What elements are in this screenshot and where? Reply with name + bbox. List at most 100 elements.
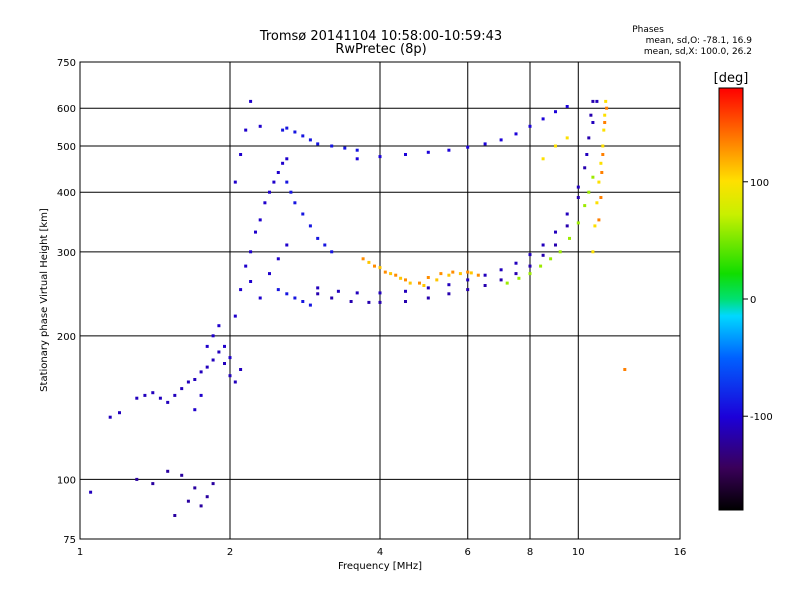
data-point xyxy=(514,132,518,136)
data-point xyxy=(349,300,353,303)
data-point xyxy=(585,153,589,156)
chart-subtitle: RwPretec (8p) xyxy=(335,42,426,57)
data-point xyxy=(591,99,595,103)
data-point xyxy=(135,396,139,400)
data-point xyxy=(308,303,312,307)
data-point xyxy=(249,250,253,254)
data-point xyxy=(383,270,387,274)
data-point xyxy=(308,138,312,142)
data-point xyxy=(447,283,451,287)
data-point xyxy=(435,278,439,282)
data-point xyxy=(595,201,599,205)
data-point xyxy=(541,117,545,121)
data-point xyxy=(323,243,327,247)
data-point xyxy=(426,276,430,279)
data-point xyxy=(285,180,289,184)
data-point xyxy=(301,300,305,303)
data-point xyxy=(528,264,532,268)
data-point xyxy=(199,393,203,397)
data-point xyxy=(233,314,237,318)
data-point xyxy=(355,148,359,152)
data-point xyxy=(399,276,403,280)
data-point xyxy=(605,106,609,110)
data-point xyxy=(151,391,155,395)
data-point xyxy=(517,276,521,280)
data-point xyxy=(276,171,280,174)
data-point xyxy=(239,153,243,156)
colorbar-tick-label: 0 xyxy=(750,295,756,306)
data-point xyxy=(514,272,518,276)
data-point xyxy=(447,292,451,296)
data-point xyxy=(239,288,243,292)
data-point xyxy=(268,272,271,276)
data-point xyxy=(568,236,571,240)
data-point xyxy=(466,270,470,274)
y-tick-label: 75 xyxy=(63,535,76,546)
y-tick-label: 750 xyxy=(57,58,76,69)
data-point xyxy=(285,292,289,296)
data-point xyxy=(308,224,312,228)
data-point xyxy=(404,278,407,282)
data-point xyxy=(604,99,608,103)
data-point xyxy=(228,374,232,378)
data-point xyxy=(249,99,253,103)
data-point xyxy=(293,130,297,134)
data-point xyxy=(554,144,557,148)
y-tick-label: 200 xyxy=(57,332,76,343)
data-point xyxy=(528,253,532,257)
data-point xyxy=(458,272,462,276)
data-point xyxy=(173,393,177,397)
y-tick-label: 600 xyxy=(57,104,76,115)
data-point xyxy=(373,264,376,268)
data-point xyxy=(316,286,320,290)
data-point xyxy=(589,113,593,117)
data-point xyxy=(599,196,603,199)
data-points xyxy=(89,99,627,517)
data-point xyxy=(554,230,557,234)
data-point xyxy=(528,272,532,276)
data-point xyxy=(426,286,430,290)
data-point xyxy=(217,350,221,354)
data-point xyxy=(205,344,209,348)
data-point xyxy=(549,257,553,261)
data-point xyxy=(355,157,359,161)
data-point xyxy=(554,110,557,114)
y-tick-label: 300 xyxy=(57,248,76,259)
data-point xyxy=(343,146,347,150)
stats-line-o: mean, sd,O: -78.1, 16.9 xyxy=(646,36,753,46)
data-point xyxy=(576,221,580,225)
data-point xyxy=(254,230,257,234)
grid xyxy=(80,62,680,539)
data-point xyxy=(193,408,197,412)
data-point xyxy=(193,378,197,381)
data-point xyxy=(378,300,382,304)
data-point xyxy=(272,180,276,184)
data-point xyxy=(447,273,451,277)
data-point xyxy=(541,243,545,247)
data-point xyxy=(389,272,393,276)
colorbar-ticks: 100 0 -100 xyxy=(743,178,773,423)
data-point xyxy=(587,136,591,140)
data-point xyxy=(595,99,599,103)
stats-line-x: mean, sd,X: 100.0, 26.2 xyxy=(644,47,752,57)
x-tick-label: 1 xyxy=(77,547,83,558)
data-point xyxy=(587,190,591,194)
data-point xyxy=(466,278,470,282)
data-point xyxy=(281,161,285,165)
data-point xyxy=(576,185,580,189)
data-point xyxy=(285,126,289,130)
data-point xyxy=(483,142,487,146)
data-point xyxy=(378,155,382,159)
data-point xyxy=(233,380,237,384)
data-point xyxy=(205,365,209,369)
y-tick-label: 400 xyxy=(57,188,76,199)
data-point xyxy=(276,257,280,261)
data-point xyxy=(223,362,226,365)
data-point xyxy=(301,134,305,138)
data-point xyxy=(330,144,334,148)
data-point xyxy=(558,250,562,254)
data-point xyxy=(499,138,503,142)
data-point xyxy=(285,243,289,247)
x-tick-label: 4 xyxy=(377,547,383,558)
